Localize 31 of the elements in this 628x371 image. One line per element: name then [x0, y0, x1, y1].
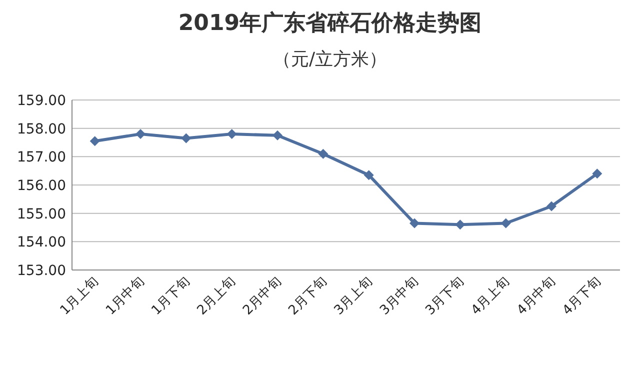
point — [546, 201, 556, 212]
point — [181, 133, 192, 144]
point — [455, 220, 466, 230]
chart-subtitle: （元/立方米） — [272, 49, 388, 70]
y-tick-label: 159.00 — [17, 93, 66, 109]
point — [364, 170, 374, 180]
y-tick-label: 158.00 — [17, 121, 66, 138]
x-tick-label: 4月上旬 — [468, 274, 513, 318]
x-tick-label: 2月下旬 — [286, 274, 330, 318]
point — [90, 136, 100, 146]
chart-title: 2019年广东省碎石价格走势图 — [178, 10, 482, 36]
y-tick-label: 157.00 — [17, 150, 66, 166]
x-tick-label: 3月下旬 — [422, 274, 467, 318]
point — [272, 130, 282, 140]
y-tick-label: 156.00 — [17, 178, 66, 194]
point — [136, 129, 146, 139]
point — [226, 129, 237, 139]
y-tick-label: 155.00 — [17, 206, 66, 222]
x-tick-label: 1月下旬 — [148, 274, 193, 318]
x-tick-label: 4月下旬 — [560, 274, 604, 318]
point — [410, 218, 420, 228]
x-tick-label: 1月中旬 — [103, 274, 148, 318]
point — [500, 218, 511, 228]
x-tick-label: 2月上旬 — [194, 274, 239, 318]
x-tick-label: 3月上旬 — [332, 274, 376, 318]
x-tick-label: 2月中旬 — [240, 274, 284, 318]
y-tick-label: 154.00 — [17, 234, 66, 251]
point — [592, 168, 602, 179]
x-tick-label: 3月中旬 — [377, 274, 422, 318]
point — [318, 148, 328, 159]
x-tick-label: 4月中旬 — [514, 274, 558, 318]
